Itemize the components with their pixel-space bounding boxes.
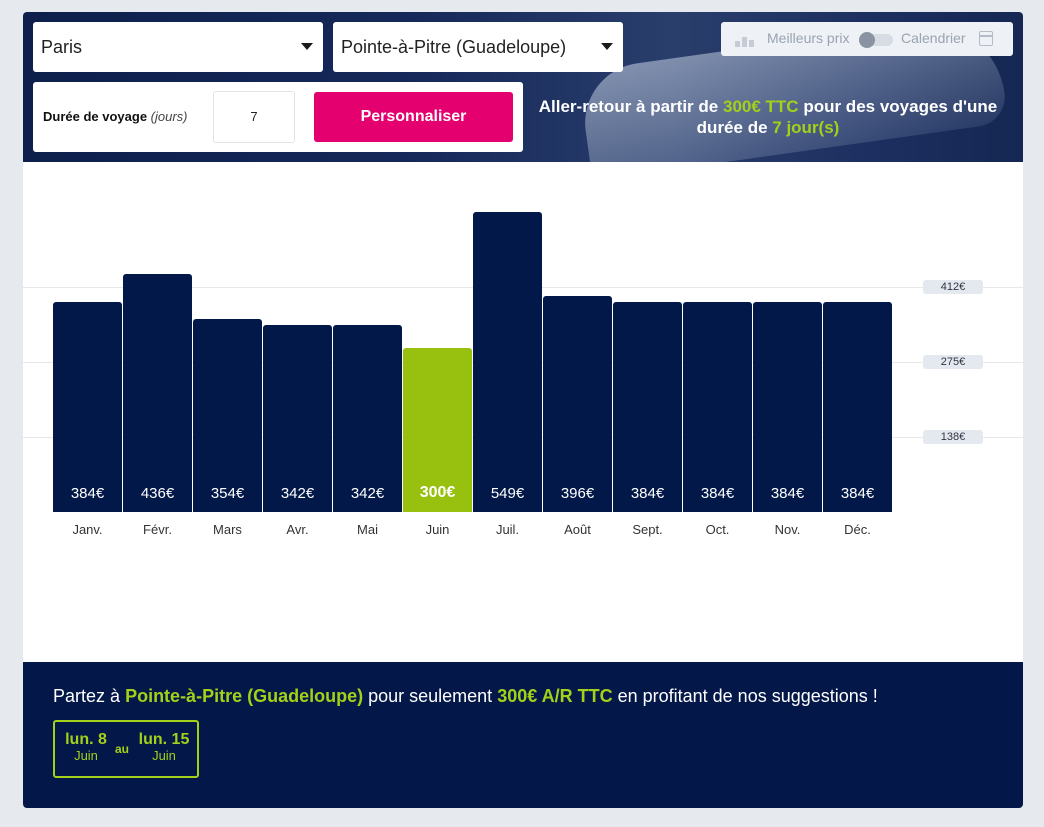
x-tick-label: Sept. [632, 522, 663, 537]
view-toggle: Meilleurs prix Calendrier [721, 22, 1013, 56]
bar-chart-icon [735, 33, 755, 47]
bar-value-label: 342€ [350, 485, 385, 502]
bar-10[interactable]: 384€ [683, 302, 752, 512]
bar-value-label: 384€ [840, 485, 875, 502]
suggested-dates-button[interactable]: lun. 8 Juin au lun. 15 Juin [53, 720, 199, 778]
bar-6[interactable]: 300€ [403, 348, 472, 512]
bar-8[interactable]: 396€ [543, 296, 612, 512]
bar-11[interactable]: 384€ [753, 302, 822, 512]
x-tick-label: Oct. [705, 522, 730, 537]
x-tick-label: Déc. [844, 522, 871, 537]
bar-4[interactable]: 342€ [263, 325, 332, 512]
date-start: lun. 8 Juin [65, 731, 107, 764]
origin-value: Paris [41, 36, 83, 57]
suggestion-text: Partez à Pointe-à-Pitre (Guadeloupe) pou… [53, 686, 878, 706]
customize-button[interactable]: Personnaliser [314, 92, 513, 142]
bar-value-label: 384€ [70, 485, 105, 502]
bar-12[interactable]: 384€ [823, 302, 892, 512]
y-tick-label: 138€ [923, 430, 983, 444]
x-tick-label: Août [564, 522, 591, 537]
bar-value-label: 549€ [490, 485, 525, 502]
bar-value-label: 384€ [700, 485, 735, 502]
x-tick-label: Févr. [143, 522, 172, 537]
date-separator: au [115, 742, 130, 756]
bar-value-label: 342€ [280, 485, 315, 502]
bar-value-label: 300€ [419, 484, 456, 501]
duration-label: Durée de voyage (jours) [43, 109, 188, 124]
calendar-icon[interactable] [979, 31, 993, 46]
destination-select[interactable]: Pointe-à-Pitre (Guadeloupe) [333, 22, 623, 72]
x-tick-label: Avr. [286, 522, 309, 537]
duration-unit: (jours) [150, 109, 188, 124]
bar-2[interactable]: 436€ [123, 274, 192, 512]
hero-price: 300€ TTC [722, 97, 799, 116]
toggle-option-best-prices[interactable]: Meilleurs prix [767, 30, 850, 46]
monthly-price-chart: 138€ 275€ 412€ 384€ Janv. 436€ Févr. 354€ Mars 34… [23, 162, 1023, 662]
search-header: Paris Pointe-à-Pitre (Guadeloupe) Durée … [23, 12, 1023, 162]
bar-value-label: 384€ [770, 485, 805, 502]
x-tick-label: Nov. [774, 522, 801, 537]
x-tick-label: Mars [213, 522, 242, 537]
bar-value-label: 354€ [210, 485, 245, 502]
view-switch[interactable] [859, 32, 893, 48]
x-tick-label: Janv. [72, 522, 103, 537]
x-tick-label: Mai [357, 522, 378, 537]
x-tick-label: Juil. [495, 522, 520, 537]
x-tick-label: Juin [425, 522, 450, 537]
destination-value: Pointe-à-Pitre (Guadeloupe) [341, 36, 567, 57]
bar-9[interactable]: 384€ [613, 302, 682, 512]
bar-5[interactable]: 342€ [333, 325, 402, 512]
y-tick-label: 412€ [923, 280, 983, 294]
suggestion-price: 300€ A/R TTC [497, 686, 613, 706]
flight-price-widget: Paris Pointe-à-Pitre (Guadeloupe) Durée … [23, 12, 1023, 808]
bar-value-label: 436€ [140, 485, 175, 502]
duration-input[interactable]: 7 [213, 91, 295, 143]
bar-value-label: 396€ [560, 485, 595, 502]
toggle-option-calendar[interactable]: Calendrier [901, 30, 966, 46]
bar-value-label: 384€ [630, 485, 665, 502]
suggestion-banner: Partez à Pointe-à-Pitre (Guadeloupe) pou… [23, 662, 1023, 808]
duration-panel: Durée de voyage (jours) 7 Personnaliser [33, 82, 523, 152]
bar-1[interactable]: 384€ [53, 302, 122, 512]
bar-7[interactable]: 549€ [473, 212, 542, 512]
bar-3[interactable]: 354€ [193, 319, 262, 512]
hero-duration: 7 jour(s) [772, 118, 840, 137]
suggestion-destination: Pointe-à-Pitre (Guadeloupe) [125, 686, 364, 706]
origin-select[interactable]: Paris [33, 22, 323, 72]
date-end: lun. 15 Juin [138, 731, 190, 764]
y-tick-label: 275€ [923, 355, 983, 369]
caret-down-icon [601, 43, 613, 50]
switch-knob [859, 32, 875, 48]
hero-summary: Aller-retour à partir de 300€ TTC pour d… [538, 97, 998, 137]
caret-down-icon [301, 43, 313, 50]
